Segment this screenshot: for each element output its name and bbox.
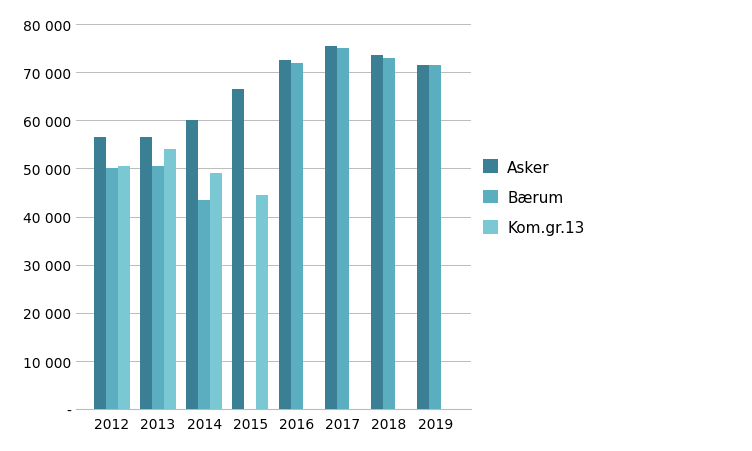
Bar bbox=[210, 174, 222, 409]
Bar bbox=[383, 59, 395, 409]
Legend: Asker, Bærum, Kom.gr.13: Asker, Bærum, Kom.gr.13 bbox=[483, 160, 585, 236]
Bar bbox=[93, 138, 105, 409]
Bar bbox=[164, 150, 176, 409]
Bar bbox=[371, 56, 383, 409]
Bar bbox=[290, 64, 302, 409]
Bar bbox=[140, 138, 152, 409]
Bar bbox=[417, 66, 429, 409]
Bar bbox=[152, 167, 164, 409]
Bar bbox=[337, 49, 349, 409]
Bar bbox=[198, 200, 210, 409]
Bar bbox=[256, 195, 268, 409]
Bar bbox=[117, 167, 129, 409]
Bar bbox=[186, 121, 198, 409]
Bar bbox=[278, 61, 290, 409]
Bar bbox=[429, 66, 441, 409]
Bar bbox=[105, 169, 117, 409]
Bar bbox=[232, 90, 244, 409]
Bar bbox=[325, 46, 337, 409]
